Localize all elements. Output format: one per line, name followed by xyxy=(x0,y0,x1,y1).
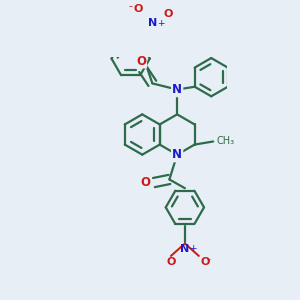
Text: -: - xyxy=(207,254,211,264)
Text: N: N xyxy=(148,18,157,28)
Text: N: N xyxy=(172,83,182,96)
Text: N: N xyxy=(180,244,190,254)
Text: N: N xyxy=(172,148,182,161)
Text: +: + xyxy=(157,19,164,28)
Text: O: O xyxy=(166,257,176,268)
Text: -: - xyxy=(129,1,133,11)
Text: O: O xyxy=(164,9,173,19)
Text: CH₃: CH₃ xyxy=(216,136,234,146)
Text: +: + xyxy=(189,244,196,253)
Text: O: O xyxy=(200,257,210,268)
Text: O: O xyxy=(134,4,143,14)
Text: O: O xyxy=(136,55,146,68)
Text: O: O xyxy=(141,176,151,189)
